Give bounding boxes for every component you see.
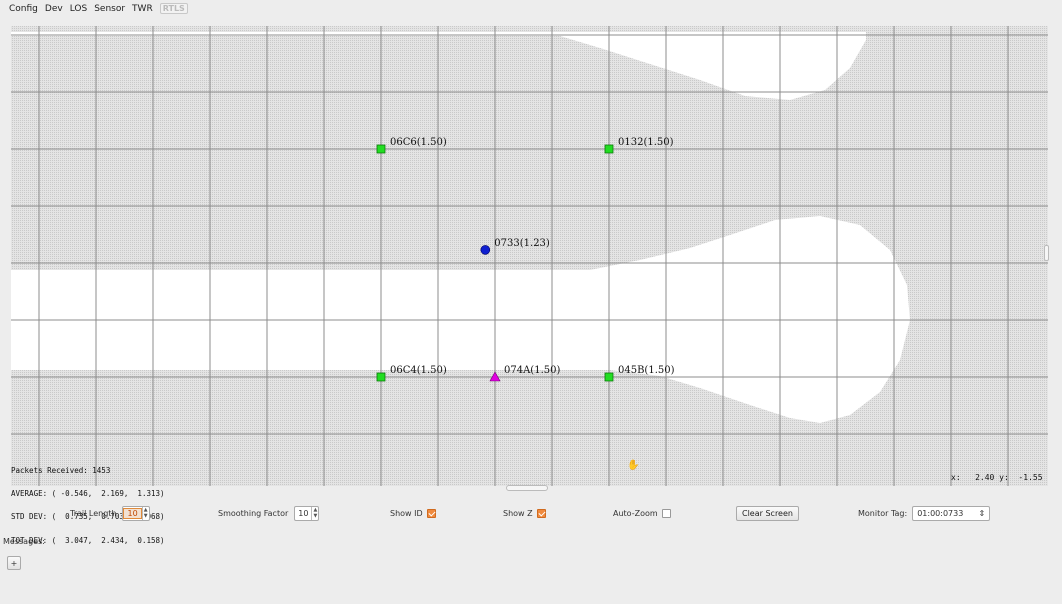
- tag-circle-icon[interactable]: [480, 245, 491, 255]
- trail-length-value[interactable]: 10: [123, 507, 142, 519]
- stats-packets: Packets Received: 1453: [11, 465, 111, 475]
- coverage-region-upper: [11, 32, 866, 100]
- anchor-label: 06C6(1.50): [390, 137, 447, 148]
- auto-zoom-label: Auto-Zoom: [613, 508, 658, 518]
- clear-screen-button[interactable]: Clear Screen: [736, 505, 799, 521]
- marker-triangle-icon[interactable]: [489, 371, 501, 382]
- show-id-checkbox[interactable]: [426, 508, 436, 518]
- marker-label: 074A(1.50): [504, 365, 560, 376]
- updown-chevron-icon: ⇕: [978, 508, 986, 518]
- cursor-coordinate-readout: x: 2.40 y: -1.55: [951, 473, 1043, 482]
- menu-sensor[interactable]: Sensor: [94, 3, 126, 14]
- show-z-checkbox[interactable]: [536, 508, 546, 518]
- vertical-splitter-handle[interactable]: [1044, 245, 1049, 261]
- stats-panel: Packets Received: 1453 AVERAGE: ( -0.546…: [11, 451, 271, 552]
- menu-config[interactable]: Config: [9, 3, 38, 14]
- spin-arrows-icon[interactable]: ▲ ▼: [141, 506, 149, 520]
- menu-bar: Config Dev LOS Sensor TWR RTLS: [0, 0, 1062, 17]
- graph-svg[interactable]: 06C6(1.50) 0132(1.50) 06C4(1.50) 045B(1.50)…: [0, 20, 1062, 492]
- auto-zoom-checkbox[interactable]: [661, 508, 671, 518]
- clear-screen-control: Clear Screen: [736, 504, 799, 522]
- menu-rtls: RTLS: [159, 3, 188, 14]
- spin-arrows-icon[interactable]: ▲ ▼: [311, 506, 318, 520]
- horizontal-splitter-handle[interactable]: [506, 485, 548, 491]
- smoothing-factor-control: Smoothing Factor 10 ▲ ▼: [218, 504, 320, 522]
- smoothing-factor-spinbox[interactable]: 10 ▲ ▼: [294, 505, 320, 521]
- anchor-square-icon[interactable]: [376, 372, 386, 382]
- position-graph[interactable]: 06C6(1.50) 0132(1.50) 06C4(1.50) 045B(1.50)…: [0, 20, 1062, 492]
- anchor-square-icon[interactable]: [376, 144, 386, 154]
- points-layer: 06C6(1.50) 0132(1.50) 06C4(1.50) 045B(1.50)…: [376, 137, 675, 382]
- stats-std-dev: STD DEV: ( 0.735, 0.703, 0.068): [11, 512, 165, 522]
- show-id-control[interactable]: Show ID: [390, 504, 436, 522]
- menu-dev[interactable]: Dev: [44, 3, 63, 14]
- hand-cursor-icon: ✋: [627, 460, 640, 471]
- stats-tot-dev: TOT DEV: ( 3.047, 2.434, 0.158): [11, 535, 165, 545]
- grid-lines: [11, 26, 1048, 486]
- menu-twr[interactable]: TWR: [132, 3, 153, 14]
- smoothing-factor-value[interactable]: 10: [298, 508, 309, 518]
- trail-length-control: Trail Length 10 ▲ ▼: [70, 504, 150, 522]
- add-message-button[interactable]: +: [7, 556, 21, 570]
- monitor-tag-select[interactable]: 01:00:0733 ⇕: [912, 505, 991, 521]
- menu-los[interactable]: LOS: [69, 3, 88, 14]
- monitor-tag-control: Monitor Tag: 01:00:0733 ⇕: [858, 504, 991, 522]
- monitor-tag-value: 01:00:0733: [917, 508, 964, 518]
- show-id-label: Show ID: [390, 508, 423, 518]
- tag-label: 0733(1.23): [494, 238, 550, 249]
- anchor-label: 0132(1.50): [618, 137, 674, 148]
- anchor-square-icon[interactable]: [604, 372, 614, 382]
- trail-length-spinbox[interactable]: 10 ▲ ▼: [122, 505, 150, 521]
- trail-length-label: Trail Length: [70, 508, 117, 518]
- controls-bar: Trail Length 10 ▲ ▼ Smoothing Factor 10 ▲…: [0, 504, 1062, 524]
- monitor-tag-label: Monitor Tag:: [858, 508, 908, 518]
- show-z-label: Show Z: [503, 508, 533, 518]
- anchor-square-icon[interactable]: [604, 144, 614, 154]
- auto-zoom-control[interactable]: Auto-Zoom: [613, 504, 671, 522]
- show-z-control[interactable]: Show Z: [503, 504, 546, 522]
- anchor-label: 06C4(1.50): [390, 365, 447, 376]
- anchor-label: 045B(1.50): [618, 365, 675, 376]
- smoothing-factor-label: Smoothing Factor: [218, 508, 289, 518]
- stats-average: AVERAGE: ( -0.546, 2.169, 1.313): [11, 488, 165, 498]
- messages-label: Messages:: [3, 537, 45, 546]
